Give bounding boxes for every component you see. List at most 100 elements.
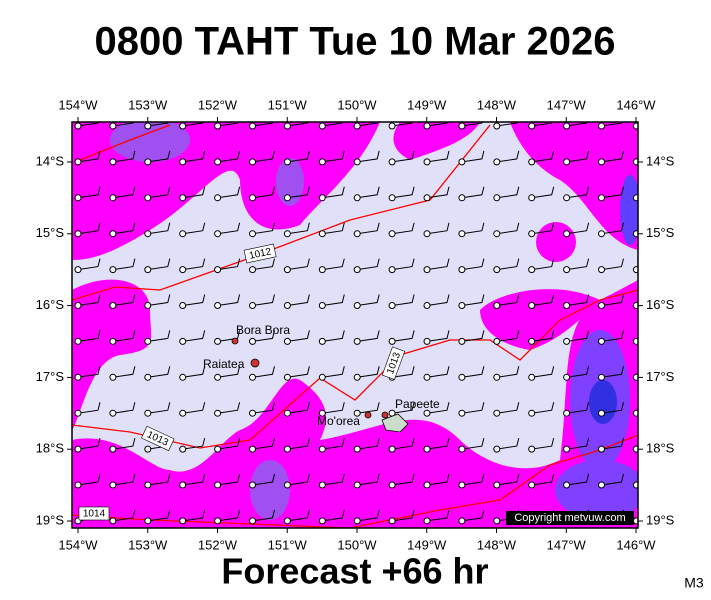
station xyxy=(353,194,361,202)
station xyxy=(563,302,571,309)
wind-barb xyxy=(252,330,275,342)
wind-barb xyxy=(566,258,590,271)
station xyxy=(353,517,361,525)
wind-barb xyxy=(217,437,241,450)
station xyxy=(249,194,256,202)
station xyxy=(632,337,638,345)
station xyxy=(144,445,152,453)
station xyxy=(423,517,431,525)
wind-barb xyxy=(496,150,520,163)
wind-barb xyxy=(322,150,345,163)
wind-barb xyxy=(217,330,241,342)
station xyxy=(423,409,431,417)
islands xyxy=(231,337,409,433)
wind-barb xyxy=(322,437,345,450)
station xyxy=(318,266,326,274)
station xyxy=(528,266,536,274)
station xyxy=(283,373,291,381)
wind-barb xyxy=(531,402,555,414)
wind-barb xyxy=(252,366,275,378)
wind-zone xyxy=(72,279,152,430)
station xyxy=(528,481,536,489)
station xyxy=(179,122,187,130)
station xyxy=(318,445,326,453)
station xyxy=(353,409,361,417)
wind-barb xyxy=(496,437,520,450)
wind-barb xyxy=(496,402,520,414)
wind-barb xyxy=(601,294,624,306)
wind-barb xyxy=(217,122,239,127)
station xyxy=(318,337,326,345)
wind-barb xyxy=(496,294,520,306)
wind-barb xyxy=(426,122,448,127)
wind-barb xyxy=(77,437,101,450)
station xyxy=(632,409,638,417)
station xyxy=(214,517,222,525)
station xyxy=(632,194,638,202)
wind-barb xyxy=(601,258,624,271)
station xyxy=(74,266,82,274)
station xyxy=(249,517,256,525)
place-label: Papeete xyxy=(395,397,440,411)
station xyxy=(493,266,501,274)
wind-barb xyxy=(287,437,310,450)
station xyxy=(214,122,222,130)
wind-barb xyxy=(77,222,101,235)
station xyxy=(632,266,638,274)
wind-barb xyxy=(531,366,555,378)
wind-barb xyxy=(182,473,206,486)
station xyxy=(214,481,222,489)
lon-label: 151°W xyxy=(268,97,308,112)
wind-barb xyxy=(636,412,638,414)
station xyxy=(458,122,466,130)
wind-barb xyxy=(322,330,345,342)
station xyxy=(249,373,256,381)
station xyxy=(528,230,536,238)
wind-barb xyxy=(77,122,99,127)
station xyxy=(423,337,431,345)
wind-barb xyxy=(287,122,309,127)
station xyxy=(318,122,326,130)
wind-barb xyxy=(392,402,415,414)
wind-barb xyxy=(357,122,378,127)
wind-barb xyxy=(461,150,485,163)
wind-barb xyxy=(112,330,136,342)
wind-barb xyxy=(357,366,380,378)
wind-barb xyxy=(426,402,450,414)
wind-barb xyxy=(461,366,485,378)
map-area: Bora Bora Raiatea Mo'orea Papeete 1012 1… xyxy=(72,122,638,528)
wind-barb xyxy=(357,473,380,486)
wind-barb xyxy=(217,150,241,163)
station xyxy=(249,445,256,453)
station xyxy=(214,373,222,381)
station xyxy=(493,302,501,309)
lon-label: 151°W xyxy=(268,537,308,552)
wind-barb xyxy=(322,509,345,522)
station xyxy=(563,194,571,202)
wind-barb xyxy=(392,150,415,163)
station xyxy=(318,302,326,309)
station xyxy=(74,230,82,238)
wind-barb xyxy=(426,294,450,306)
wind-barb xyxy=(217,473,241,486)
station xyxy=(528,122,536,130)
station xyxy=(423,481,431,489)
station xyxy=(144,373,152,381)
station xyxy=(423,266,431,274)
wind-barb xyxy=(112,473,136,486)
station xyxy=(423,302,431,309)
station xyxy=(493,158,501,166)
station xyxy=(283,409,291,417)
wind-barb xyxy=(601,222,624,235)
wind-barb xyxy=(77,473,101,486)
station xyxy=(179,481,187,489)
wind-barb xyxy=(426,222,450,235)
lon-label: 150°W xyxy=(337,537,377,552)
wind-barb xyxy=(217,509,241,522)
station xyxy=(528,337,536,345)
isobar-text: 1012 xyxy=(248,246,272,261)
wind-barb xyxy=(566,366,590,378)
station xyxy=(353,445,361,453)
wind-barb xyxy=(182,150,206,163)
station xyxy=(144,517,152,525)
